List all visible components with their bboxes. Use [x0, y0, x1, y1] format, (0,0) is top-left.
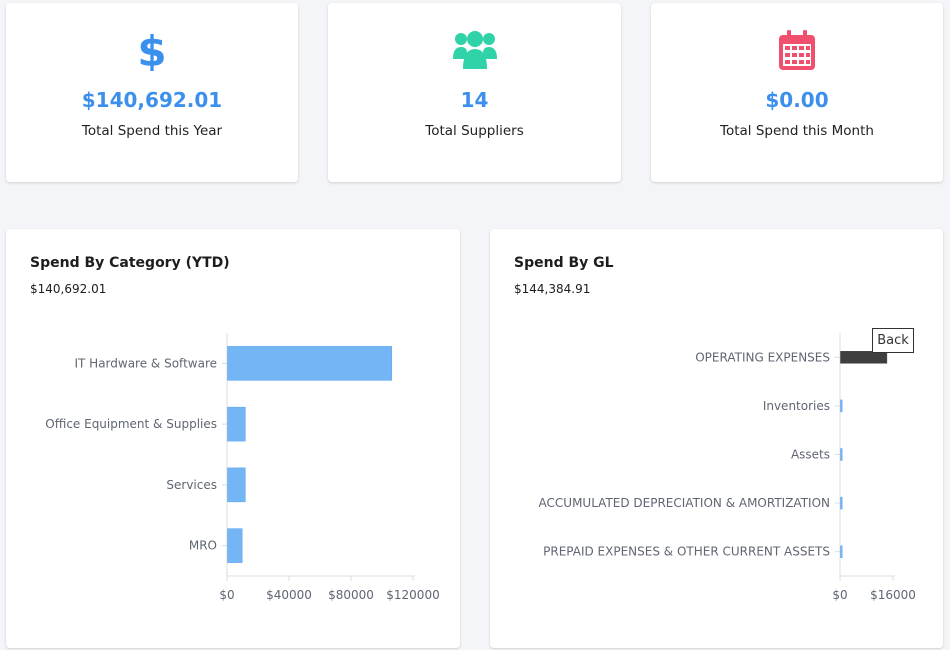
- stat-card-total-spend-year: $ $140,692.01 Total Spend this Year: [6, 3, 298, 182]
- category-label: IT Hardware & Software: [74, 356, 217, 370]
- stat-label: Total Suppliers: [425, 123, 524, 139]
- x-tick-label: $40000: [266, 588, 312, 602]
- chart-bar: [227, 406, 246, 442]
- x-tick-label: $80000: [328, 588, 374, 602]
- stat-value: $0.00: [765, 88, 829, 112]
- chart-bar: [840, 496, 843, 510]
- spend-by-category-chart: IT Hardware & Software Office Equipment &…: [45, 333, 440, 602]
- category-label: MRO: [189, 539, 217, 553]
- chart-bar: [840, 448, 843, 461]
- dollar-icon: $: [6, 29, 298, 71]
- category-label: Services: [166, 478, 217, 492]
- spend-by-gl-chart: OPERATING EXPENSES Inventories Assets ACCUM…: [539, 333, 916, 602]
- category-label: OPERATING EXPENSES: [695, 350, 830, 364]
- category-label: ACCUMULATED DEPRECIATION & AMORTIZATION: [539, 496, 830, 510]
- chart-bar: [840, 399, 843, 413]
- chart-title: Spend By GL: [514, 255, 614, 271]
- stat-value: 14: [460, 88, 489, 112]
- x-tick-label: $0: [219, 588, 234, 602]
- spend-by-gl-card: Spend By GL $144,384.91 OPERATING EXPENS…: [490, 229, 943, 648]
- stat-value: $140,692.01: [81, 88, 223, 112]
- chart-bar: [227, 346, 393, 381]
- x-tick-label: $16000: [870, 588, 916, 602]
- stat-card-total-suppliers: 14 Total Suppliers: [328, 3, 621, 182]
- chart-total: $140,692.01: [30, 282, 107, 296]
- spend-by-category-card: Spend By Category (YTD) $140,692.01 IT H…: [6, 229, 460, 648]
- chart-bar: [227, 467, 246, 503]
- calendar-icon: [651, 29, 943, 71]
- chart-bar: [840, 545, 843, 558]
- category-label: Inventories: [763, 399, 830, 413]
- users-icon: [328, 29, 621, 71]
- chart-total: $144,384.91: [514, 282, 591, 296]
- stat-label: Total Spend this Year: [81, 123, 223, 139]
- x-tick-label: $0: [832, 588, 847, 602]
- category-label: Assets: [791, 448, 830, 462]
- chart-bar: [840, 351, 888, 364]
- stat-label: Total Spend this Month: [720, 123, 874, 139]
- category-label: Office Equipment & Supplies: [45, 417, 217, 431]
- back-button[interactable]: Back: [872, 328, 914, 353]
- x-tick-label: $120000: [386, 588, 439, 602]
- chart-title: Spend By Category (YTD): [30, 255, 230, 271]
- stat-card-total-spend-month: $0.00 Total Spend this Month: [651, 3, 943, 182]
- category-label: PREPAID EXPENSES & OTHER CURRENT ASSETS: [543, 545, 830, 559]
- chart-bar: [227, 528, 243, 563]
- svg-text:$: $: [139, 29, 165, 71]
